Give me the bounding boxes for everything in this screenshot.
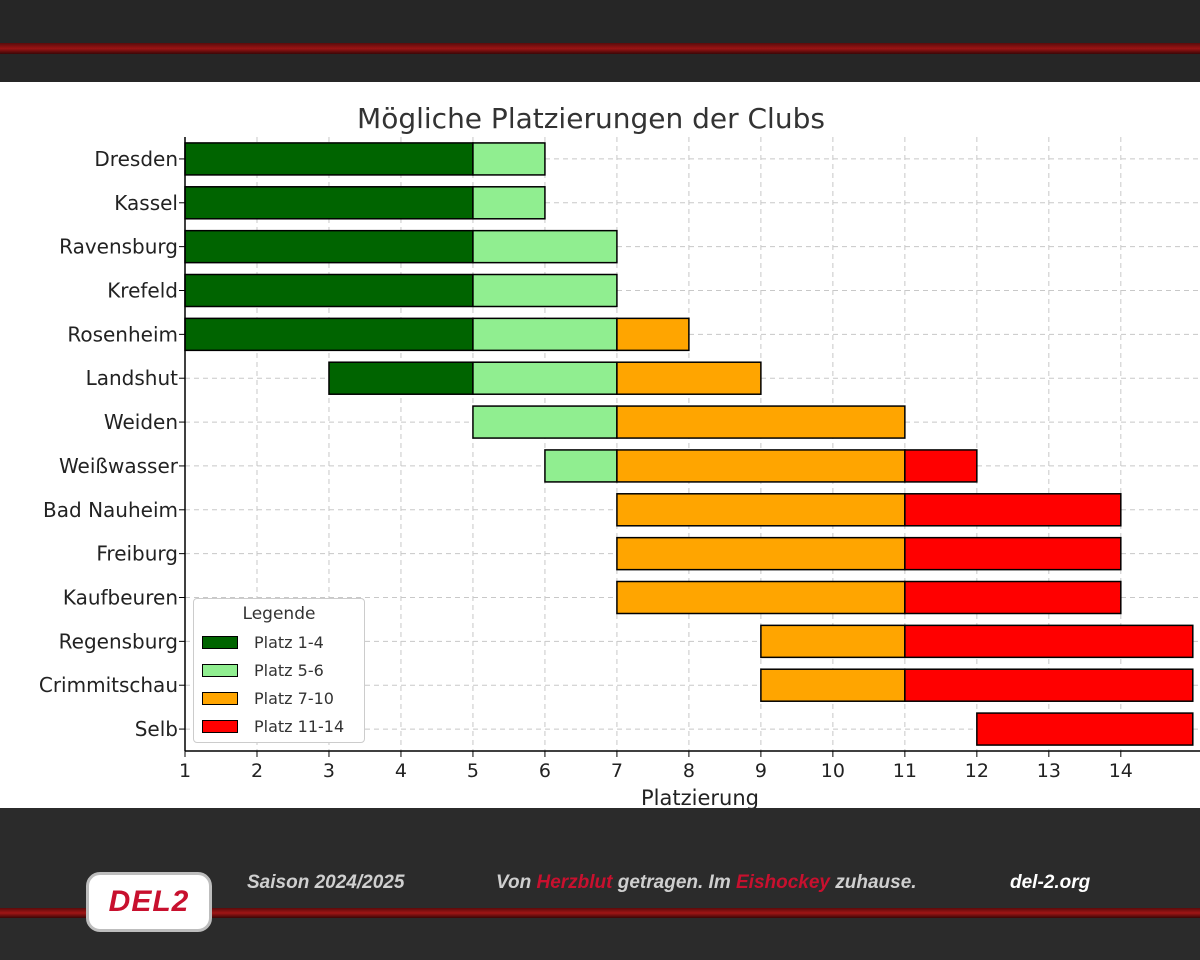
bar-ravensburg-platz-1-4 — [184, 229, 474, 264]
x-tick-label: 9 — [755, 760, 767, 782]
website-link[interactable]: del-2.org — [1010, 872, 1091, 893]
bar-kassel-platz-5-6 — [472, 186, 546, 220]
bar-landshut-platz-7-10 — [616, 361, 762, 395]
legend-swatch-platz-1-4 — [202, 635, 238, 649]
bar-freiburg-platz-11-14 — [904, 536, 1122, 571]
y-tick-label-ravensburg: Ravensburg — [59, 235, 178, 259]
y-tick-label-weiden: Weiden — [104, 410, 178, 434]
bar-regensburg-platz-11-14 — [904, 624, 1194, 659]
x-axis-label: Platzierung — [641, 786, 759, 808]
y-tick-label-rosenheim: Rosenheim — [67, 322, 178, 346]
y-tick-label-kaufbeuren: Kaufbeuren — [63, 586, 178, 610]
bar-rosenheim-platz-5-6 — [472, 317, 618, 352]
slogan-part-1: Von — [496, 872, 537, 893]
bar-selb-platz-11-14 — [976, 712, 1194, 746]
legend-label-platz-5-6: Platz 5-6 — [254, 660, 324, 680]
bar-rosenheim-platz-7-10 — [616, 317, 690, 352]
axes: 1 2 3 4 5 6 7 8 9 10 11 12 13 14DresdenKasselRavensbu… — [39, 137, 1200, 782]
bar-ravensburg-platz-5-6 — [472, 229, 618, 264]
bar-regensburg-platz-7-10 — [760, 624, 906, 659]
x-tick-label: 6 — [539, 760, 551, 782]
bar-weisswasser-platz-7-10 — [616, 449, 906, 483]
x-tick-label: 11 — [893, 760, 917, 782]
x-tick-label: 10 — [821, 760, 845, 782]
legend-label-platz-1-4: Platz 1-4 — [254, 632, 324, 652]
y-tick-label-dresden: Dresden — [94, 147, 178, 171]
slogan-part-2: getragen. Im — [612, 872, 736, 893]
bar-crimmitschau-platz-7-10 — [760, 668, 906, 702]
legend-item-platz-5-6: Platz 5-6 — [202, 658, 324, 682]
legend-swatch-platz-5-6 — [202, 663, 238, 677]
footer-red-stripe — [0, 908, 1200, 918]
bar-krefeld-platz-5-6 — [472, 273, 618, 308]
y-tick-label-landshut: Landshut — [86, 366, 179, 390]
y-tick-label-bad-nauheim: Bad Nauheim — [43, 498, 178, 522]
legend-item-platz-7-10: Platz 7-10 — [202, 686, 334, 710]
bar-landshut-platz-1-4 — [328, 361, 474, 395]
header-band — [0, 0, 1200, 82]
bar-bad-nauheim-platz-11-14 — [904, 493, 1122, 527]
x-tick-label: 12 — [965, 760, 989, 782]
bar-krefeld-platz-1-4 — [184, 273, 474, 308]
x-tick-label: 5 — [467, 760, 479, 782]
y-tick-label-freiburg: Freiburg — [96, 542, 178, 566]
bar-dresden-platz-5-6 — [472, 142, 546, 176]
legend-swatch-platz-11-14 — [202, 719, 238, 733]
y-tick-label-krefeld: Krefeld — [107, 279, 178, 303]
bar-kassel-platz-1-4 — [184, 186, 474, 220]
x-tick-label: 14 — [1109, 760, 1133, 782]
bars — [184, 142, 1194, 746]
bar-crimmitschau-platz-11-14 — [904, 668, 1194, 702]
slogan: Von Herzblut getragen. Im Eishockey zuha… — [496, 872, 917, 894]
bar-kaufbeuren-platz-11-14 — [904, 580, 1122, 615]
bar-dresden-platz-1-4 — [184, 142, 474, 176]
del2-logo-text: DEL2 — [108, 885, 190, 918]
y-tick-label-kassel: Kassel — [114, 191, 178, 215]
header-red-stripe — [0, 43, 1200, 54]
x-tick-label: 8 — [683, 760, 695, 782]
y-tick-label-crimmitschau: Crimmitschau — [39, 673, 178, 697]
x-tick-label: 1 — [179, 760, 191, 782]
bar-weiden-platz-5-6 — [472, 405, 618, 439]
x-tick-label: 3 — [323, 760, 335, 782]
x-tick-label: 4 — [395, 760, 407, 782]
slogan-part-3: zuhause. — [830, 872, 917, 893]
legend-label-platz-7-10: Platz 7-10 — [254, 688, 334, 708]
x-tick-label: 2 — [251, 760, 263, 782]
bar-rosenheim-platz-1-4 — [184, 317, 474, 352]
slogan-accent-herzblut: Herzblut — [536, 872, 613, 893]
bar-landshut-platz-5-6 — [472, 361, 618, 395]
bar-weiden-platz-7-10 — [616, 405, 906, 439]
bar-weisswasser-platz-11-14 — [904, 449, 978, 483]
legend-swatch-platz-7-10 — [202, 691, 238, 705]
legend: Legende Platz 1-4 Platz 5-6 Platz 7-10 P… — [193, 598, 365, 743]
y-tick-label-regensburg: Regensburg — [59, 629, 178, 653]
bar-kaufbeuren-platz-7-10 — [616, 580, 906, 615]
y-tick-label-selb: Selb — [135, 717, 178, 741]
chart-title: Mögliche Platzierungen der Clubs — [357, 102, 825, 135]
footer: DEL2 Saison 2024/2025 Von Herzblut getra… — [0, 808, 1200, 960]
legend-title: Legende — [242, 604, 316, 624]
x-tick-label: 7 — [611, 760, 623, 782]
x-tick-label: 13 — [1037, 760, 1061, 782]
bar-freiburg-platz-7-10 — [616, 536, 906, 571]
season-label: Saison 2024/2025 — [247, 872, 405, 893]
legend-item-platz-11-14: Platz 11-14 — [202, 714, 344, 738]
y-tick-label-weisswasser: Weißwasser — [59, 454, 179, 478]
legend-label-platz-11-14: Platz 11-14 — [254, 716, 345, 736]
del2-logo: DEL2 — [86, 872, 212, 932]
bar-bad-nauheim-platz-7-10 — [616, 493, 906, 527]
bar-weisswasser-platz-5-6 — [544, 449, 618, 483]
slogan-accent-eishockey: Eishockey — [736, 872, 830, 893]
legend-item-platz-1-4: Platz 1-4 — [202, 630, 324, 654]
